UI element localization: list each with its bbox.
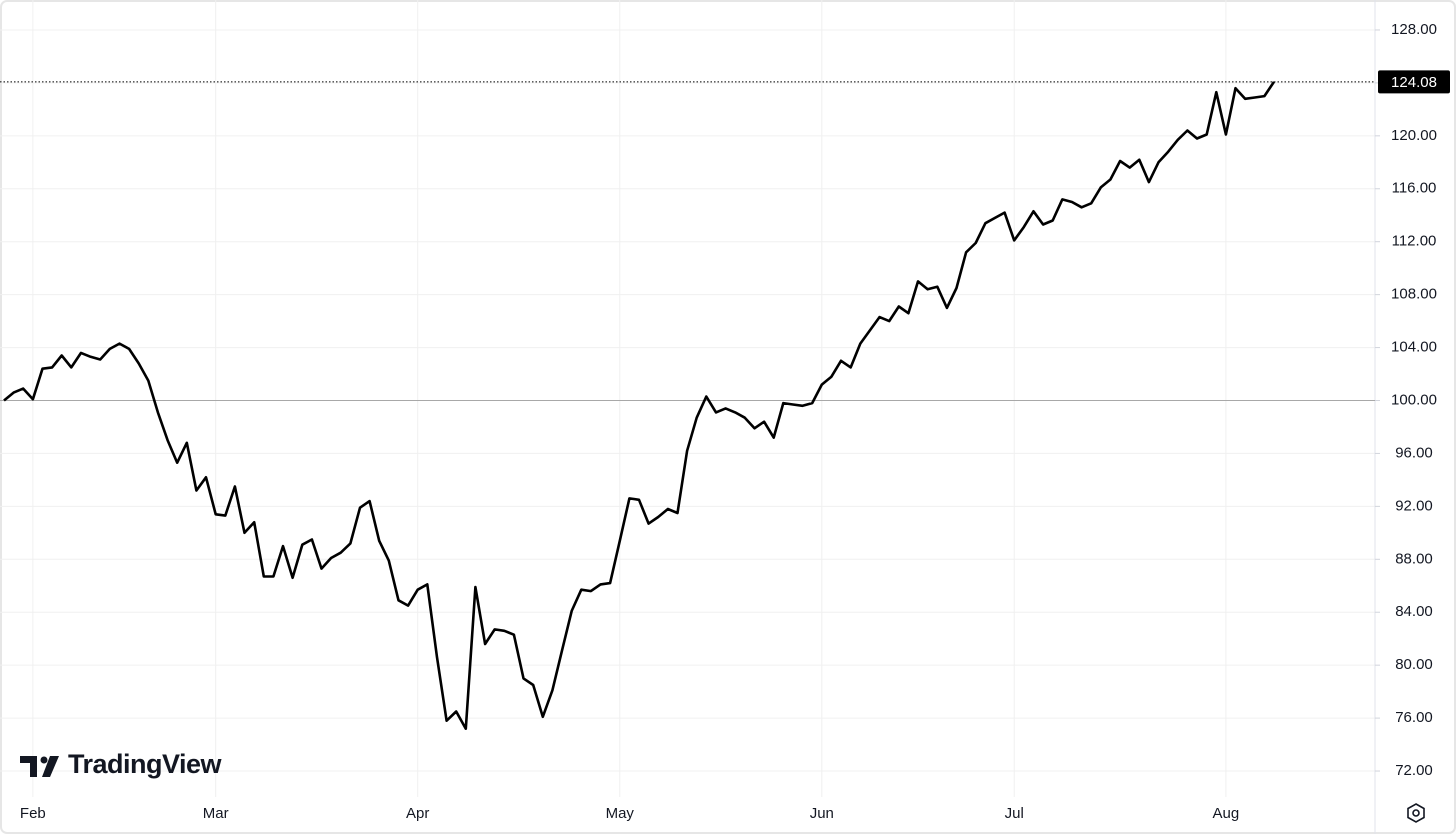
y-tick-label: 72.00 [1395,762,1433,779]
settings-icon[interactable] [1412,809,1420,817]
y-tick-label: 120.00 [1391,127,1437,144]
logo-mark [42,756,59,777]
x-tick-label: Mar [203,805,229,822]
x-tick-label: Jul [1005,805,1024,822]
y-tick-label: 108.00 [1391,286,1437,303]
x-tick-label: Apr [406,805,429,822]
last-price-label: 124.08 [1391,74,1437,91]
settings-icon[interactable] [1407,803,1425,823]
y-tick-label: 80.00 [1395,656,1433,673]
y-tick-label: 104.00 [1391,339,1437,356]
y-tick-label: 100.00 [1391,391,1437,408]
y-tick-label: 116.00 [1392,180,1437,197]
y-tick-label: 76.00 [1395,709,1433,726]
watermark: TradingView [68,749,223,779]
settings-icon[interactable] [1407,803,1425,823]
x-tick-label: Feb [20,805,46,822]
y-tick-label: 96.00 [1395,444,1433,461]
y-tick-label: 112.00 [1392,233,1437,250]
x-tick-label: Jun [810,805,834,822]
price-line [3,81,1276,730]
y-tick-label: 92.00 [1395,497,1433,514]
logo-mark [20,756,37,777]
x-tick-label: May [606,805,635,822]
x-tick-label: Aug [1213,805,1240,822]
y-tick-label: 88.00 [1395,550,1433,567]
logo: TradingView [20,749,223,779]
logo-mark [40,756,48,764]
y-tick-label: 128.00 [1391,21,1437,38]
last-price-badge [1378,70,1450,94]
y-tick-label: 84.00 [1395,603,1433,620]
